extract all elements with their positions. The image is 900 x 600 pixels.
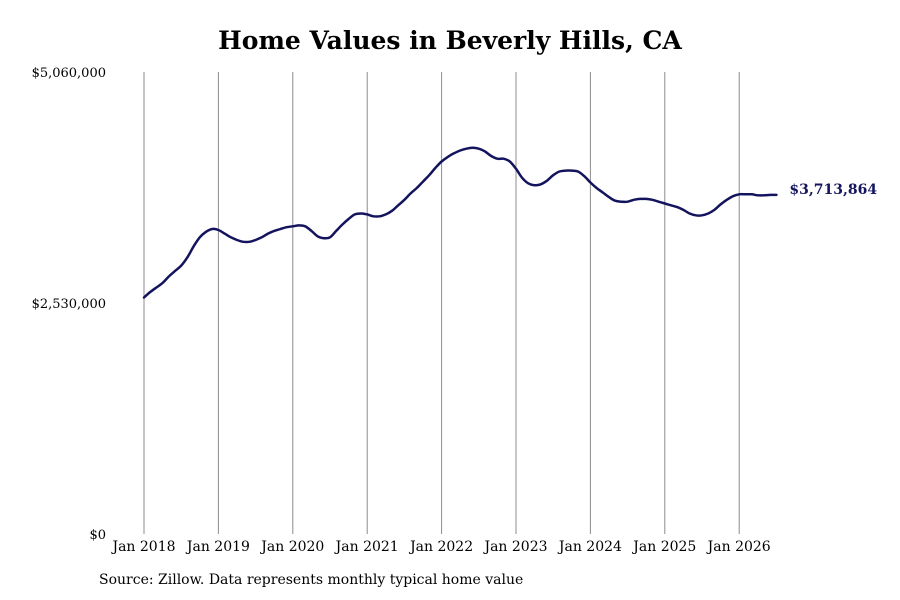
x-tick-label: Jan 2020	[259, 539, 324, 555]
latest-value-label: $3,713,864	[789, 182, 877, 198]
y-axis: $0 $2,530,000 $5,060,000	[32, 66, 106, 543]
x-tick-label: Jan 2023	[482, 539, 547, 555]
x-tick-label: Jan 2024	[557, 539, 622, 555]
chart-title: Home Values in Beverly Hills, CA	[218, 26, 682, 55]
x-tick-label: Jan 2025	[631, 539, 696, 555]
x-tick-label: Jan 2026	[706, 539, 771, 555]
vertical-gridlines	[143, 72, 740, 534]
y-tick-label: $0	[89, 528, 106, 543]
y-tick-label: $2,530,000	[32, 297, 106, 312]
x-tick-label: Jan 2021	[334, 539, 399, 555]
x-tick-label: Jan 2022	[408, 539, 473, 555]
x-tick-label: Jan 2019	[185, 539, 250, 555]
source-note: Source: Zillow. Data represents monthly …	[99, 572, 524, 588]
x-axis: Jan 2018 Jan 2019 Jan 2020 Jan 2021 Jan 2022…	[110, 539, 770, 555]
y-tick-label: $5,060,000	[32, 66, 106, 81]
x-tick-label: Jan 2018	[110, 539, 175, 555]
home-value-line	[142, 146, 778, 299]
